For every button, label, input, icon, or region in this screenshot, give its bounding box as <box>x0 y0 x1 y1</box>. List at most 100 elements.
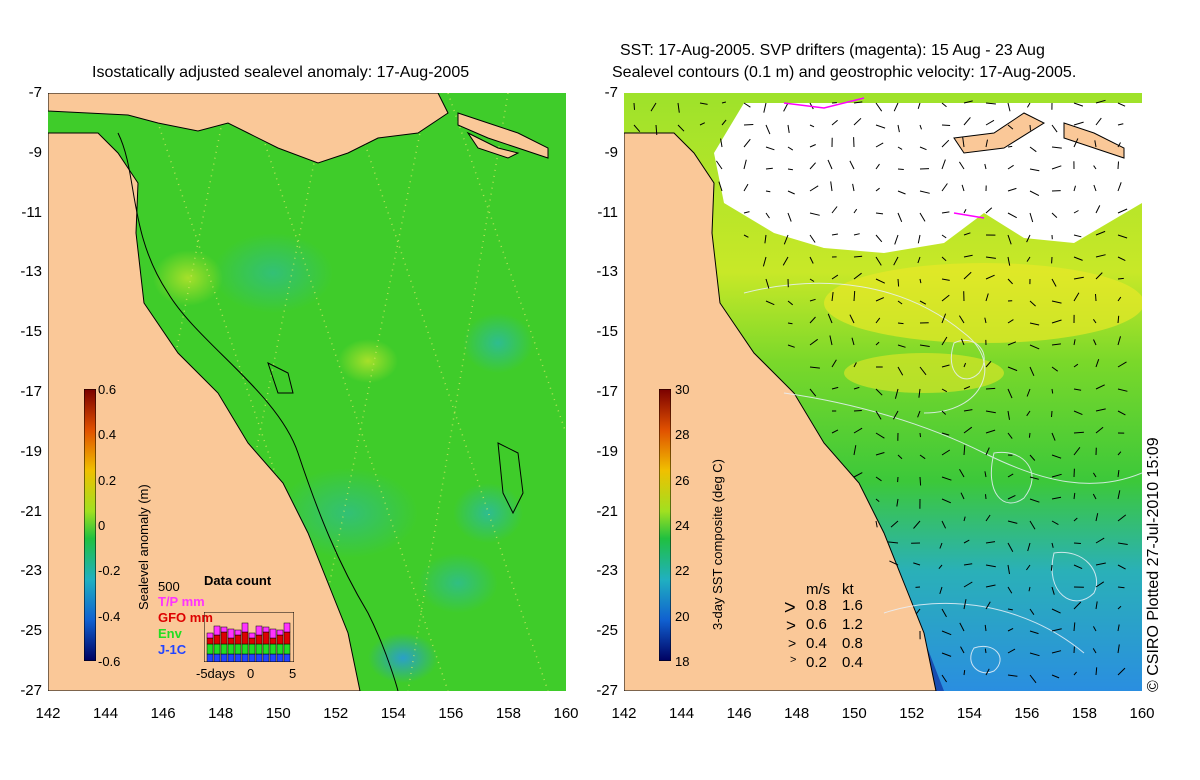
velocity-arrow <box>985 293 989 302</box>
velocity-arrow <box>1117 410 1126 416</box>
velocity-arrow <box>1095 359 1100 368</box>
velocity-arrow <box>809 366 820 369</box>
y-tick-label: -19 <box>20 442 42 460</box>
x-tick-label: 144 <box>93 705 119 722</box>
velocity-arrow <box>984 317 987 324</box>
velocity-arrow <box>985 256 996 259</box>
velocity-arrow <box>1073 363 1079 368</box>
velocity-arrow <box>892 410 899 420</box>
data-count-bar-segment <box>213 634 221 645</box>
velocity-arrow <box>897 454 903 460</box>
velocity-arrow <box>787 322 793 325</box>
velocity-arrow <box>1029 146 1037 153</box>
velocity-arrow <box>919 432 921 438</box>
velocity-arrow <box>963 599 967 610</box>
y-tick-label: -21 <box>20 502 42 520</box>
velocity-arrow <box>1117 388 1128 392</box>
speed-ms-value: 0.6 <box>806 616 827 633</box>
velocity-arrow <box>985 139 988 148</box>
velocity-arrow <box>721 101 727 104</box>
velocity-arrow <box>963 100 973 104</box>
velocity-arrow <box>809 278 815 282</box>
data-count-bar-segment <box>220 653 228 662</box>
velocity-arrow <box>941 652 952 657</box>
velocity-arrow <box>853 362 857 368</box>
velocity-arrow <box>985 564 996 568</box>
velocity-arrow <box>917 234 921 244</box>
velocity-arrow <box>1117 361 1127 368</box>
colorbar-tick-label: 0 <box>98 518 106 533</box>
velocity-arrow <box>743 234 749 238</box>
x-tick-label: 148 <box>784 705 810 722</box>
x-tick-label: 148 <box>208 705 234 722</box>
australia-landmass-sst <box>624 132 937 691</box>
y-tick-label: -19 <box>596 442 618 460</box>
velocity-arrow <box>875 187 880 192</box>
velocity-arrow <box>1117 123 1124 126</box>
velocity-arrow <box>919 190 930 194</box>
copyright-text: © CSIRO Plotted 27-Jul-2010 15:09 <box>1145 437 1162 692</box>
velocity-arrow <box>938 564 943 570</box>
velocity-arrow <box>655 124 658 136</box>
velocity-arrow <box>1117 102 1126 107</box>
velocity-arrow <box>809 338 818 346</box>
velocity-arrow <box>762 256 767 267</box>
velocity-arrow <box>1073 234 1082 238</box>
y-tick-label: -17 <box>596 383 618 400</box>
velocity-arrow <box>889 560 899 566</box>
data-count-bar-segment <box>227 643 235 655</box>
velocity-arrow <box>1073 492 1076 500</box>
x-tick-label: 142 <box>35 705 61 722</box>
velocity-arrow <box>1051 278 1057 287</box>
velocity-arrow <box>1117 586 1125 589</box>
velocity-arrow <box>1007 542 1014 553</box>
velocity-arrow <box>985 514 991 522</box>
velocity-arrow <box>720 138 723 148</box>
data-count-bar-segment <box>283 631 291 645</box>
data-count-bar-segment <box>255 634 263 645</box>
velocity-arrow <box>919 146 927 151</box>
data-count-bar-segment <box>234 634 242 645</box>
velocity-arrow <box>1007 520 1018 524</box>
velocity-arrow <box>1051 146 1062 149</box>
velocity-arrow <box>809 124 815 128</box>
velocity-arrow <box>765 300 775 306</box>
velocity-arrow <box>809 256 814 264</box>
data-count-bar-segment <box>227 653 235 662</box>
speed-arrow-icon: > <box>784 597 796 619</box>
y-tick-label: -15 <box>20 323 42 341</box>
velocity-arrow <box>1073 102 1084 107</box>
velocity-arrow <box>963 581 973 588</box>
velocity-arrow <box>941 410 947 415</box>
velocity-arrow <box>743 159 747 170</box>
data-count-series-label: GFO mm <box>158 610 213 625</box>
velocity-arrow <box>851 337 855 346</box>
x-tick-label: 154 <box>956 705 982 722</box>
velocity-arrow <box>941 102 947 108</box>
velocity-arrow <box>787 344 795 348</box>
velocity-arrow <box>875 163 880 170</box>
velocity-arrow <box>1073 542 1081 544</box>
velocity-arrow <box>875 234 883 243</box>
velocity-arrow <box>1051 542 1054 548</box>
velocity-arrow <box>939 542 943 549</box>
velocity-arrow <box>1051 343 1061 346</box>
velocity-arrow <box>917 256 921 264</box>
sst-colorbar <box>659 389 671 661</box>
velocity-arrow <box>1007 319 1014 324</box>
data-count-bar-segment <box>234 629 242 636</box>
velocity-arrow <box>1051 674 1060 679</box>
data-count-bar-segment <box>248 632 256 639</box>
data-count-bar-segment <box>220 626 228 633</box>
speed-arrow-icon: > <box>788 635 797 651</box>
velocity-arrow <box>827 159 833 170</box>
x-tick-label: 160 <box>553 705 579 722</box>
velocity-arrow <box>1027 542 1031 552</box>
velocity-arrow <box>853 272 862 280</box>
velocity-arrow <box>875 498 880 502</box>
velocity-arrow <box>985 541 996 544</box>
velocity-arrow <box>1117 624 1120 632</box>
velocity-arrow <box>963 386 971 390</box>
data-count-bar-segment <box>220 631 228 645</box>
speed-ms-value: 0.4 <box>806 635 827 652</box>
